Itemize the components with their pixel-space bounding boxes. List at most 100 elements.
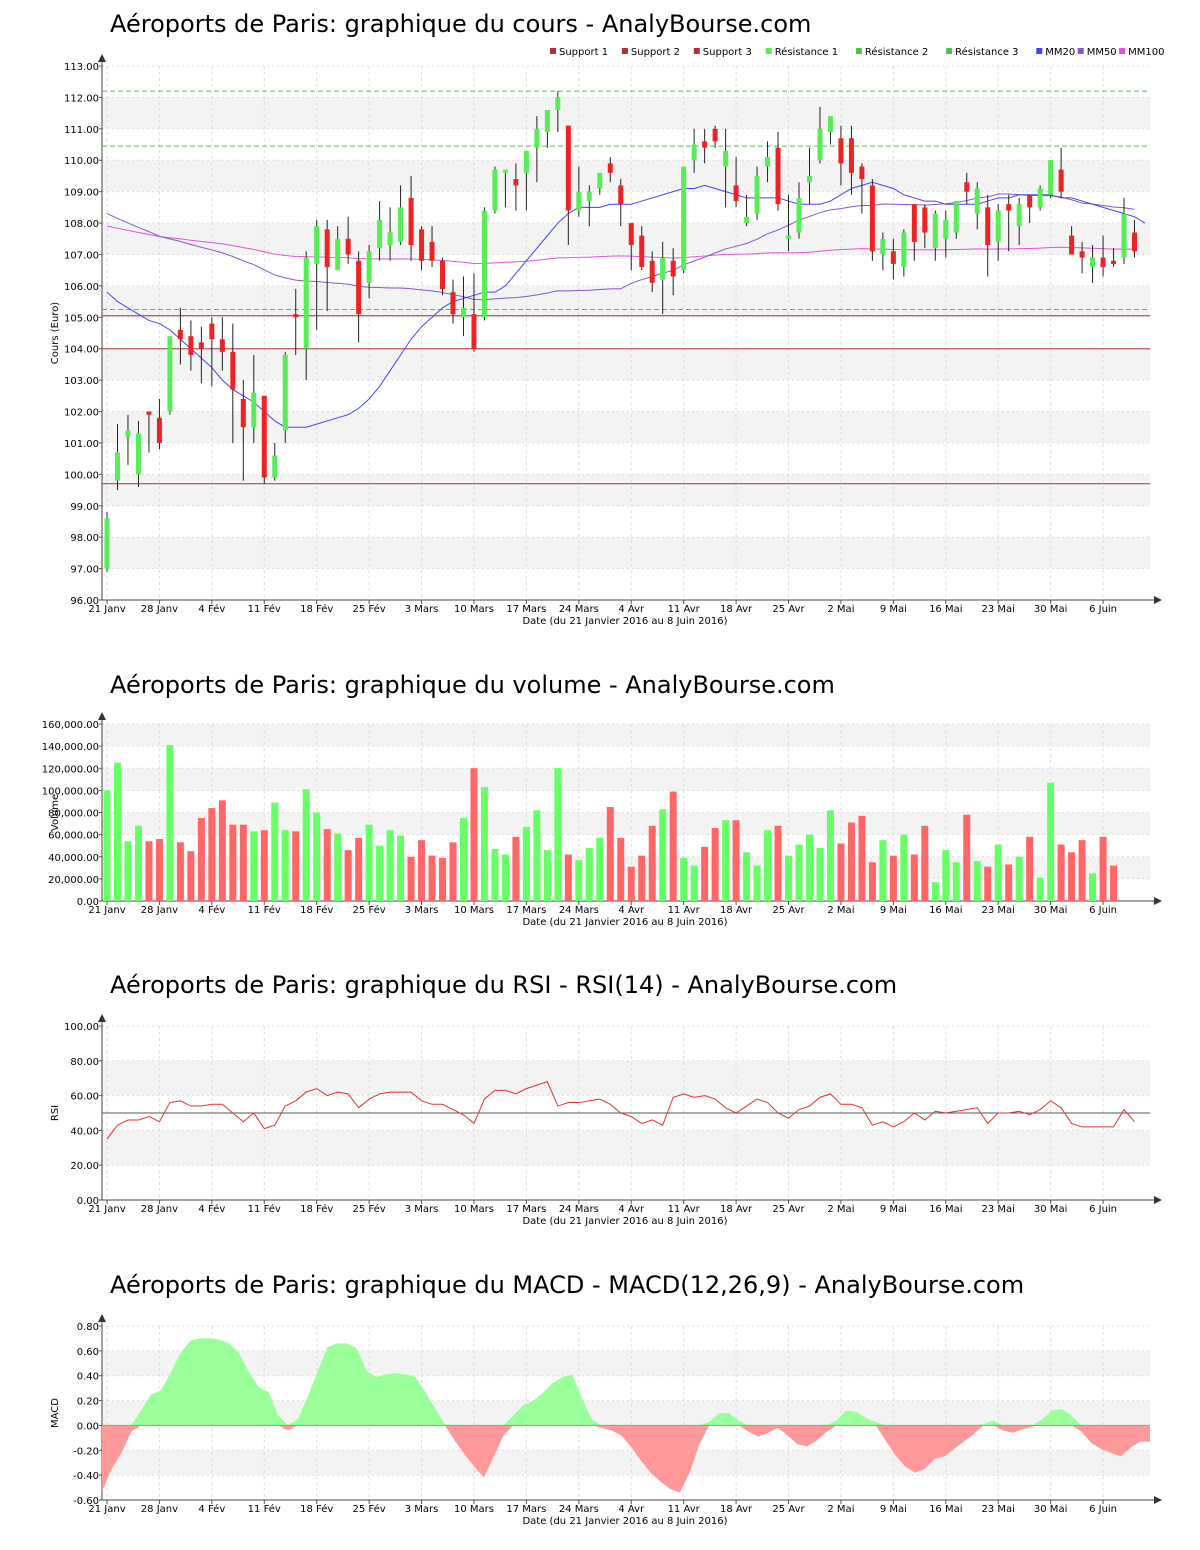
volume-bar bbox=[743, 852, 751, 901]
candle-body bbox=[398, 207, 404, 242]
candle-body bbox=[513, 179, 519, 186]
x-tick-label: 18 Avr bbox=[720, 1204, 753, 1215]
y-tick-label: 60.00 bbox=[70, 1092, 99, 1103]
x-tick-label: 10 Mars bbox=[454, 905, 494, 916]
y-tick-label: 100.00 bbox=[64, 1022, 99, 1033]
x-tick-label: 25 Avr bbox=[772, 1204, 805, 1215]
y-tick-label: -0.20 bbox=[73, 1446, 99, 1457]
x-tick-label: 25 Fév bbox=[353, 603, 386, 615]
y-tick-label: 0.00 bbox=[77, 1421, 99, 1432]
candle-body bbox=[429, 241, 435, 261]
volume-bar bbox=[428, 855, 436, 901]
x-tick-label: 17 Mars bbox=[506, 1504, 546, 1515]
candle-body bbox=[114, 452, 120, 481]
candle-body bbox=[628, 223, 634, 246]
candle-body bbox=[576, 191, 582, 211]
x-tick-label: 9 Mai bbox=[880, 1504, 907, 1515]
x-axis-label: Date (du 21 Janvier 2016 au 8 Juin 2016) bbox=[522, 1516, 727, 1527]
volume-bar bbox=[124, 841, 132, 901]
candle-body bbox=[974, 188, 980, 214]
y-tick-label: 103.00 bbox=[64, 376, 99, 387]
legend-label: MM100 bbox=[1128, 47, 1164, 58]
volume-bar bbox=[533, 810, 541, 901]
candle-body bbox=[639, 235, 645, 268]
candle-body bbox=[387, 232, 393, 246]
grid-band bbox=[102, 97, 1150, 129]
candle-body bbox=[1121, 213, 1127, 258]
y-tick-label: 99.00 bbox=[70, 502, 99, 513]
x-tick-label: 23 Mai bbox=[981, 604, 1014, 615]
candle-body bbox=[377, 219, 383, 249]
candle-body bbox=[209, 323, 215, 340]
y-tick-label: 0.00 bbox=[77, 1196, 99, 1207]
candle-body bbox=[890, 251, 896, 264]
volume-bar bbox=[805, 834, 813, 901]
volume-bar bbox=[617, 837, 625, 901]
y-tick-label: 20.00 bbox=[70, 1161, 99, 1172]
x-axis-label: Date (du 21 Janvier 2016 au 8 Juin 2016) bbox=[522, 616, 727, 627]
grid-band bbox=[102, 1450, 1150, 1476]
y-tick-label: 113.00 bbox=[64, 62, 99, 73]
x-tick-label: 9 Mai bbox=[880, 604, 907, 615]
legend-label: Résistance 2 bbox=[865, 46, 928, 58]
grid-band bbox=[102, 160, 1150, 192]
legend-label: MM50 bbox=[1087, 47, 1117, 58]
candle-body bbox=[953, 201, 959, 233]
volume-bar bbox=[868, 862, 876, 901]
volume-chart: 0.00 20,000.00 40,000.00 60,000.00 80,000.00… bbox=[42, 712, 1162, 928]
candle-body bbox=[125, 430, 131, 437]
x-tick-label: 25 Fév bbox=[353, 1203, 386, 1215]
y-axis-arrow bbox=[98, 54, 106, 62]
x-tick-label: 23 Mai bbox=[981, 1204, 1014, 1215]
volume-bar bbox=[313, 812, 321, 901]
x-tick-label: 25 Avr bbox=[772, 905, 805, 916]
volume-bar bbox=[659, 809, 667, 901]
volume-bar bbox=[480, 787, 488, 901]
grid-band bbox=[102, 223, 1150, 255]
volume-bar bbox=[1110, 865, 1118, 901]
volume-bar bbox=[722, 820, 730, 901]
volume-bar bbox=[921, 825, 929, 901]
volume-bar bbox=[690, 865, 698, 901]
candle-body bbox=[1006, 204, 1012, 211]
y-tick-label: 20,000.00 bbox=[48, 875, 99, 886]
volume-bar bbox=[344, 850, 352, 901]
volume-bar bbox=[1057, 844, 1065, 901]
volume-bar bbox=[596, 837, 604, 901]
x-tick-label: 11 Fév bbox=[248, 904, 281, 916]
volume-bar bbox=[355, 837, 363, 901]
y-tick-label: 109.00 bbox=[64, 188, 99, 199]
candle-body bbox=[838, 138, 844, 164]
candle-body bbox=[534, 128, 540, 148]
volume-bar bbox=[166, 745, 174, 901]
volume-bar bbox=[271, 802, 279, 901]
x-tick-label: 21 Janv bbox=[88, 905, 125, 916]
candle-body bbox=[869, 185, 875, 252]
volume-bar bbox=[543, 850, 551, 901]
volume-bar bbox=[134, 825, 142, 901]
candle-body bbox=[995, 210, 1001, 242]
x-axis-arrow bbox=[1154, 596, 1162, 604]
legend-swatch bbox=[1036, 48, 1043, 54]
candle-body bbox=[314, 226, 320, 264]
volume-bar bbox=[512, 836, 520, 901]
volume-bar bbox=[376, 845, 384, 901]
x-tick-label: 3 Mars bbox=[405, 1504, 439, 1515]
price-chart: 96.00 97.00 98.00 99.00 100.00 101.00 102.00 10… bbox=[50, 46, 1164, 627]
x-tick-label: 11 Avr bbox=[668, 604, 701, 615]
candle-body bbox=[859, 166, 865, 180]
candle-body bbox=[817, 128, 823, 161]
macd-chart: -0.60 -0.40 -0.20 0.00 0.20 0.40 0.60 0.80 21 Ja… bbox=[50, 1314, 1162, 1527]
x-tick-label: 3 Mars bbox=[405, 1204, 439, 1215]
x-tick-label: 2 Mai bbox=[827, 905, 854, 916]
x-tick-label: 2 Mai bbox=[827, 604, 854, 615]
volume-bar bbox=[795, 844, 803, 901]
volume-bar bbox=[176, 842, 184, 901]
volume-bar bbox=[774, 825, 782, 901]
volume-bar bbox=[837, 843, 845, 901]
x-axis-arrow bbox=[1154, 1496, 1162, 1504]
y-tick-label: -0.40 bbox=[73, 1471, 99, 1482]
y-tick-label: 104.00 bbox=[64, 345, 99, 356]
candle-body bbox=[230, 351, 236, 390]
candle-body bbox=[607, 163, 613, 173]
